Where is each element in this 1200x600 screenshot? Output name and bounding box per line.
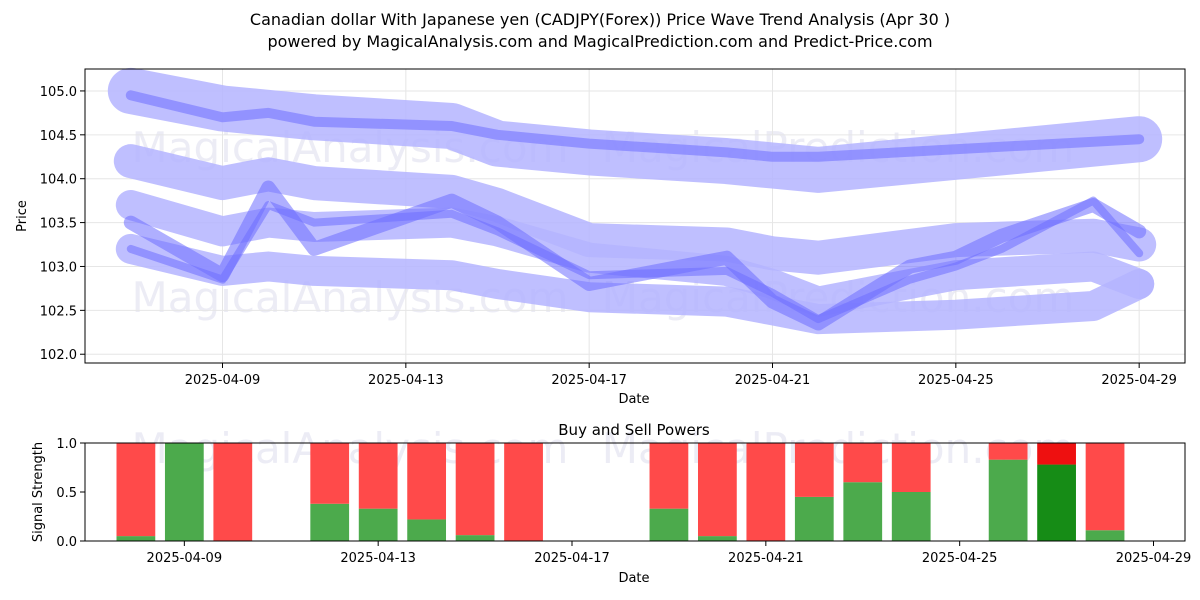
signal-x-axis-label: Date [618,571,649,586]
sell-bar [504,443,543,541]
signal-x-ticks: 2025-04-09 2025-04-13 2025-04-17 2025-04-21… [147,541,1192,566]
price-x-tick-label: 2025-04-21 [735,373,811,388]
sell-bar [891,443,931,492]
sell-bar [794,443,834,497]
price-x-axis-label: Date [618,392,649,407]
price-y-axis-label: Price [15,200,30,232]
price-x-tick-label: 2025-04-29 [1101,373,1177,388]
price-wave-band-7 [123,180,1147,331]
price-wave-bands [107,67,1163,335]
buy-bar [358,508,398,541]
sell-bar [843,443,883,483]
price-x-tick-label: 2025-04-09 [185,373,261,388]
sell-bar [988,443,1028,460]
signal-y-axis-label: Signal Strength [31,442,46,542]
sell-bar [746,443,786,541]
chart-title-line2: powered by MagicalAnalysis.com and Magic… [267,32,932,51]
buy-bar [164,443,204,541]
price-y-tick-label: 103.5 [40,217,77,232]
signal-x-tick-label: 2025-04-29 [1116,551,1192,566]
buy-bar [1085,530,1125,541]
price-x-tick-label: 2025-04-25 [918,373,994,388]
sell-bar [116,443,156,537]
price-panel: MagicalAnalysis.com MagicalPrediction.co… [15,67,1186,407]
price-wave-band-5 [115,233,1155,335]
sell-bar [649,443,689,509]
buy-bar [697,536,737,541]
sell-bar [1037,443,1076,465]
signal-panel: MagicalAnalysis.com MagicalPrediction.co… [31,421,1191,586]
buy-bar [988,459,1028,541]
price-y-tick-label: 104.5 [40,129,77,144]
price-y-tick-label: 102.5 [40,304,77,319]
sell-bar [358,443,398,509]
buy-bar [843,482,883,541]
buy-bar [794,496,834,541]
price-y-tick-label: 104.0 [40,173,77,188]
buy-bar [116,536,156,541]
buy-bar [455,535,495,541]
price-x-tick-label: 2025-04-13 [368,373,444,388]
signal-x-tick-label: 2025-04-25 [922,551,998,566]
watermark-bottom-left: MagicalAnalysis.com [132,424,569,473]
buy-bar [649,508,689,541]
signal-bars [116,443,1125,541]
signal-y-tick-label: 0.5 [56,486,77,501]
signal-x-tick-label: 2025-04-21 [728,551,804,566]
signal-x-tick-label: 2025-04-13 [340,551,416,566]
sell-bar [697,443,737,537]
signal-y-tick-label: 0.0 [56,535,77,550]
sell-bar [455,443,495,536]
price-x-tick-label: 2025-04-17 [551,373,627,388]
signal-chart-title: Buy and Sell Powers [558,421,710,439]
buy-bar [407,519,447,541]
price-x-ticks: 2025-04-09 2025-04-13 2025-04-17 2025-04-21… [185,363,1177,388]
signal-x-tick-label: 2025-04-09 [147,551,223,566]
buy-bar [891,492,931,541]
price-y-ticks: 102.0 102.5 103.0 103.5 104.0 104.5 105.0 [40,85,85,363]
price-y-tick-label: 105.0 [40,85,77,100]
price-axes-frame [84,68,1186,364]
buy-bar [1037,464,1076,541]
sell-bar [213,443,253,541]
price-wave-band-4 [115,190,1155,317]
sell-bar [1085,443,1125,531]
price-y-tick-label: 103.0 [40,260,77,275]
price-wave-band-2 [125,90,1145,162]
price-wave-band-3 [113,144,1157,275]
signal-y-ticks: 0.0 0.5 1.0 [56,437,85,550]
signal-x-tick-label: 2025-04-17 [534,551,610,566]
buy-bar [310,503,350,541]
sell-bar [407,443,447,520]
price-y-tick-label: 102.0 [40,348,77,363]
sell-bar [310,443,350,504]
chart-title-line1: Canadian dollar With Japanese yen (CADJP… [250,10,950,29]
signal-y-tick-label: 1.0 [56,437,77,452]
